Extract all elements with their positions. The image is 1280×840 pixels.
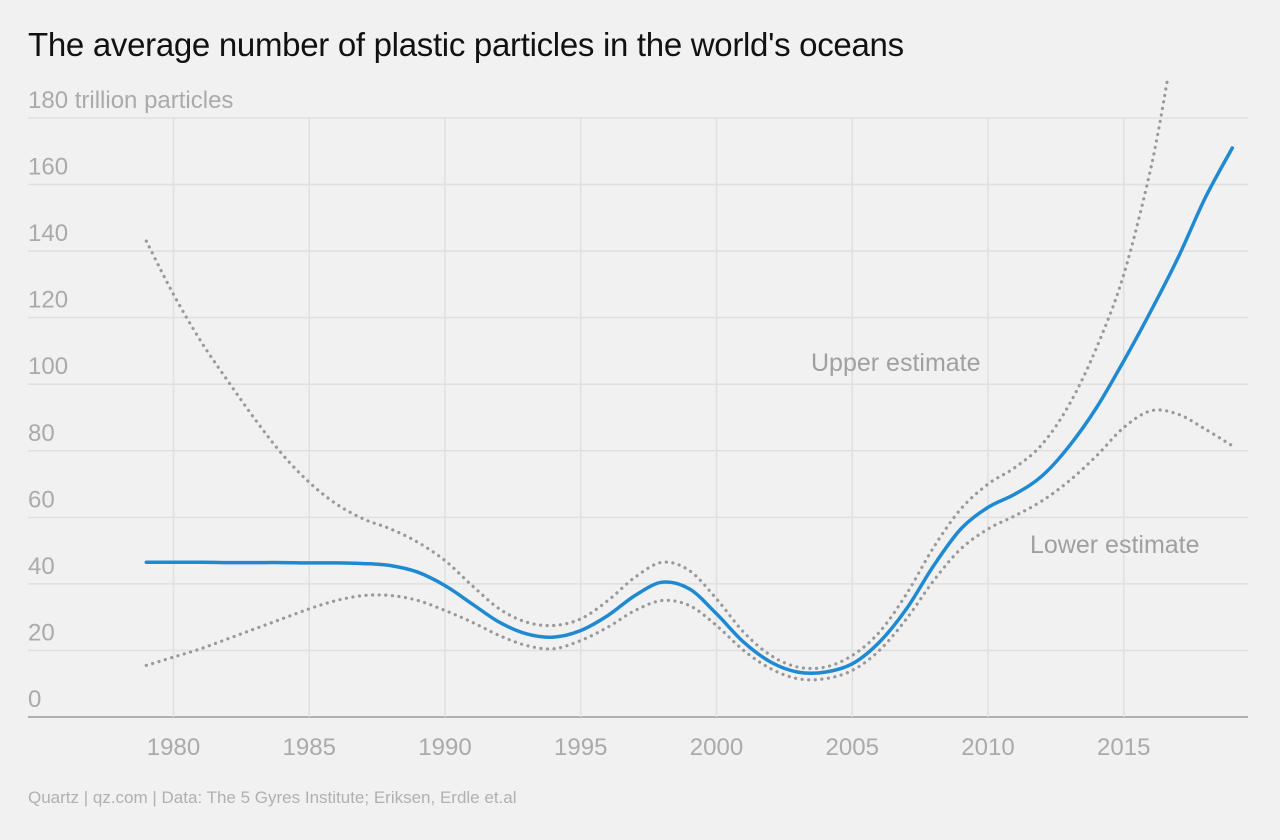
upper-estimate-line bbox=[144, 79, 1169, 671]
lower-estimate-line bbox=[144, 408, 1234, 682]
y-tick-label: 120 bbox=[28, 287, 68, 314]
average-line bbox=[144, 146, 1235, 675]
x-tick-label: 2010 bbox=[961, 734, 1014, 761]
x-tick-label: 1995 bbox=[554, 734, 607, 761]
axis-ticks: 0 20 40 60 80 100 120 140 160 180 trillion partic… bbox=[28, 87, 1150, 761]
y-tick-label: 140 bbox=[28, 220, 68, 247]
y-tick-label: 60 bbox=[28, 486, 55, 513]
source-note: Quartz | qz.com | Data: The 5 Gyres Inst… bbox=[28, 788, 517, 807]
x-tick-label: 1980 bbox=[147, 734, 200, 761]
upper-estimate-label: Upper estimate bbox=[811, 349, 981, 377]
x-tick-label: 2005 bbox=[826, 734, 879, 761]
y-tick-label: 80 bbox=[28, 420, 55, 447]
y-tick-label: 180 trillion particles bbox=[28, 87, 233, 114]
gridlines bbox=[28, 117, 1248, 718]
x-tick-label: 2000 bbox=[690, 734, 743, 761]
y-tick-label: 100 bbox=[28, 353, 68, 380]
x-tick-label: 1990 bbox=[418, 734, 471, 761]
y-tick-label: 0 bbox=[28, 686, 41, 713]
x-tick-label: 1985 bbox=[283, 734, 336, 761]
y-tick-label: 40 bbox=[28, 553, 55, 580]
y-tick-label: 160 bbox=[28, 154, 68, 181]
chart-title: The average number of plastic particles … bbox=[28, 26, 904, 63]
x-tick-label: 2015 bbox=[1097, 734, 1150, 761]
y-tick-label: 20 bbox=[28, 619, 55, 646]
lower-estimate-label: Lower estimate bbox=[1030, 531, 1200, 559]
series-layer bbox=[144, 79, 1235, 682]
